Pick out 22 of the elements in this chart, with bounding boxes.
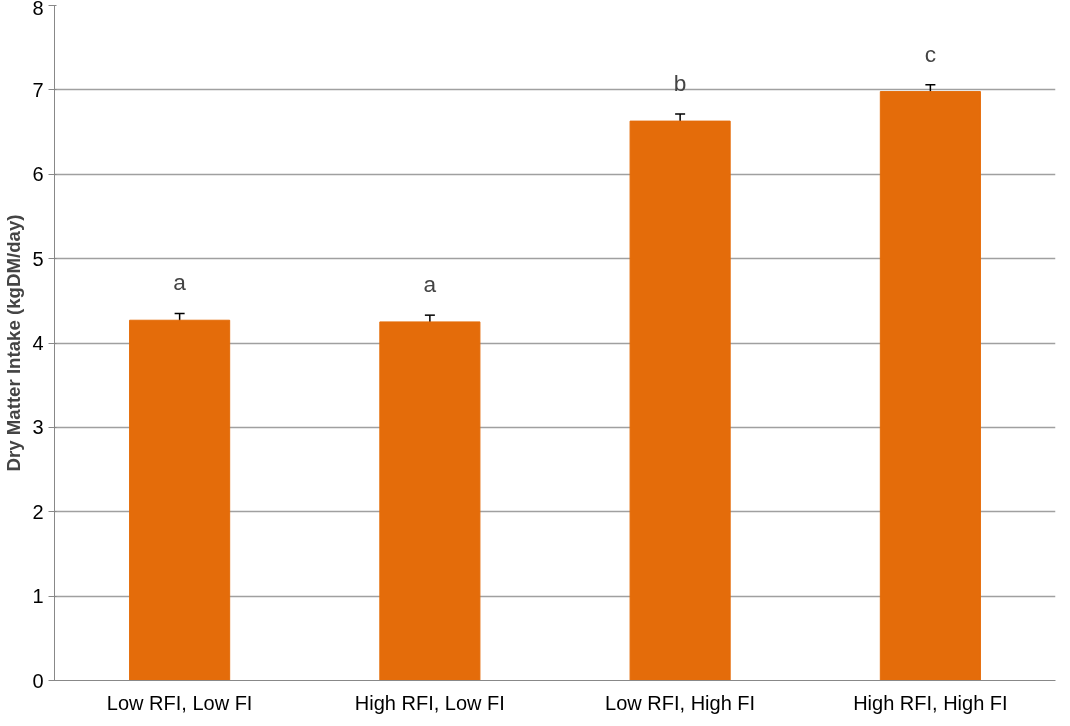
annotation: a xyxy=(423,271,437,298)
y-tick-label: 4 xyxy=(32,332,44,354)
bar xyxy=(879,91,981,681)
bar xyxy=(629,120,731,681)
y-tick-label: 2 xyxy=(32,500,44,523)
y-tick-label: 8 xyxy=(32,0,44,19)
annotation: a xyxy=(173,269,187,296)
y-tick-label: 5 xyxy=(32,247,44,270)
y-axis-title: Dry Matter Intake (kgDM/day) xyxy=(3,214,25,472)
y-tick-label: 3 xyxy=(32,416,44,439)
x-tick-label: Low RFI, Low FI xyxy=(106,691,253,714)
annotation: b xyxy=(673,69,687,96)
x-tick-label: Low RFI, High FI xyxy=(605,691,756,714)
x-tick-label: High RFI, Low FI xyxy=(354,691,505,714)
bar xyxy=(379,321,481,681)
x-tick-label: High RFI, High FI xyxy=(853,691,1008,714)
y-tick-label: 1 xyxy=(32,585,44,608)
y-tick-label: 7 xyxy=(32,78,44,101)
y-tick-label: 6 xyxy=(32,163,44,186)
annotation: c xyxy=(924,40,937,67)
bar xyxy=(129,319,231,681)
y-tick-label: 0 xyxy=(32,669,44,692)
